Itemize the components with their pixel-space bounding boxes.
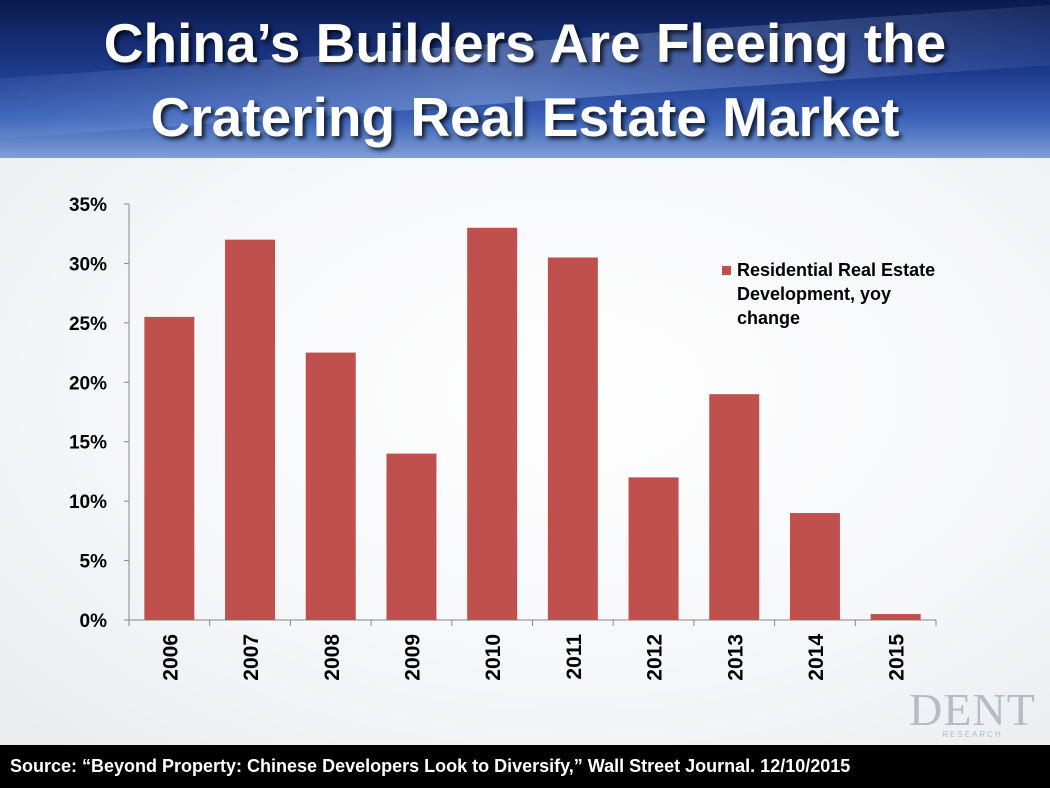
y-tick-label: 20% [69, 373, 107, 394]
bar-2014 [789, 513, 840, 620]
logo-subtitle: RESEARCH [942, 730, 1003, 739]
title-banner: China’s Builders Are Fleeing the Crateri… [0, 0, 1050, 158]
legend-swatch [722, 266, 731, 275]
bar-2013 [709, 394, 760, 620]
x-tick-label: 2011 [563, 634, 586, 680]
x-tick-label: 2010 [482, 634, 505, 681]
x-tick-label: 2013 [724, 634, 747, 681]
bar-2015 [870, 614, 921, 620]
chart-legend: Residential Real Estate Development, yoy… [722, 258, 982, 330]
x-tick-label: 2009 [401, 634, 424, 681]
legend-line-1: Residential Real Estate [737, 260, 936, 280]
y-tick-label: 0% [80, 611, 108, 632]
bar-2010 [467, 227, 518, 620]
x-tick-label: 2014 [805, 634, 828, 681]
bar-2006 [144, 316, 195, 620]
x-tick-label: 2008 [321, 634, 344, 681]
bar-2009 [386, 453, 437, 620]
y-tick-label: 25% [69, 314, 107, 335]
x-tick-label: 2015 [886, 634, 909, 681]
legend-line-3: change [737, 308, 801, 328]
source-footer: Source: “Beyond Property: Chinese Develo… [0, 745, 1050, 788]
bar-2012 [628, 477, 679, 620]
y-tick-label: 15% [69, 433, 107, 454]
y-tick-label: 10% [69, 492, 107, 513]
x-tick-label: 2007 [240, 634, 263, 681]
legend-line-2: Development, yoy [737, 284, 892, 304]
bar-2011 [547, 257, 598, 620]
title-line-2: Cratering Real Estate Market [150, 86, 900, 148]
logo-wordmark: DENT [909, 684, 1036, 735]
bar-chart: 0% 5% 10% 15% 20% 25% 30% 35% 2006 2007 2008 2009 20… [69, 195, 937, 681]
y-tick-label: 5% [80, 552, 108, 573]
page-title: China’s Builders Are Fleeing the Crateri… [0, 6, 1050, 154]
bar-2007 [225, 239, 276, 620]
legend-label: Residential Real Estate Development, yoy… [737, 258, 982, 330]
x-tick-label: 2006 [159, 634, 182, 681]
y-tick-label: 35% [69, 195, 107, 216]
x-tick-label: 2012 [644, 634, 667, 681]
dent-research-logo: DENT RESEARCH [900, 684, 1045, 740]
y-tick-label: 30% [69, 254, 107, 275]
title-line-1: China’s Builders Are Fleeing the [103, 12, 947, 74]
bar-2008 [305, 352, 356, 620]
